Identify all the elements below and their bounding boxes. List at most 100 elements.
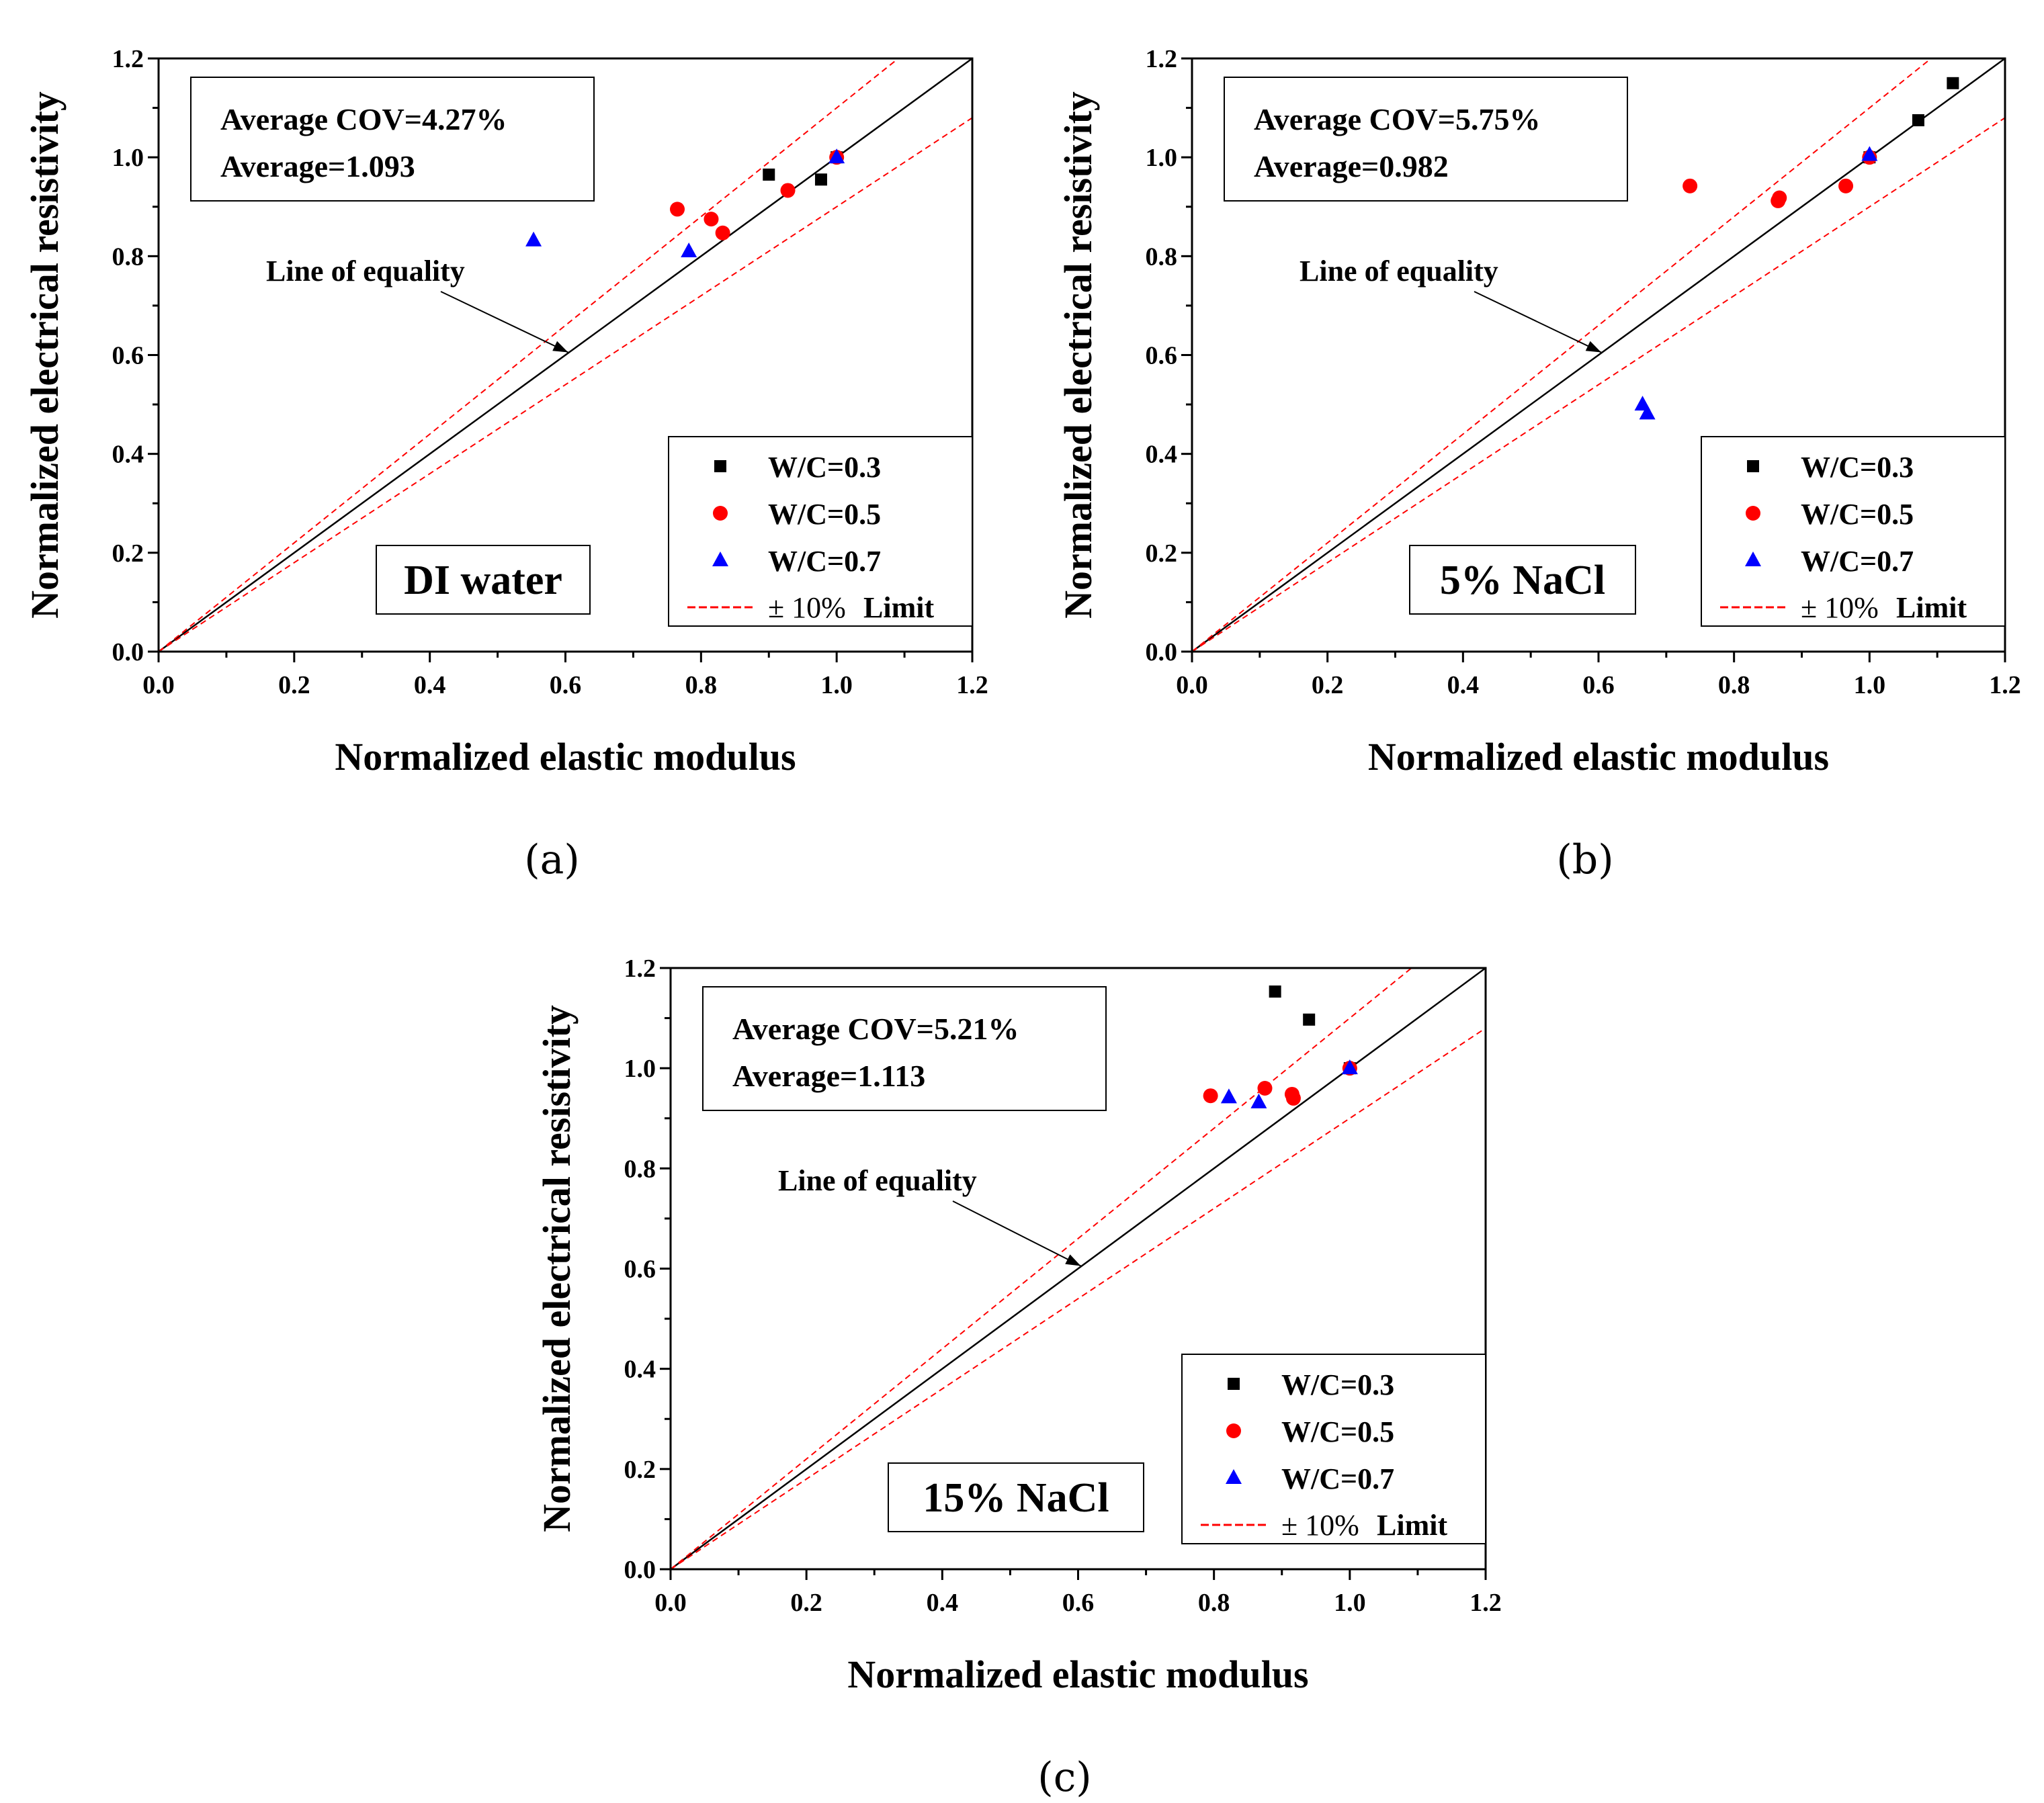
line-of-equality-label: Line of equality	[778, 1164, 977, 1197]
x-tick-label: 0.2	[790, 1589, 822, 1617]
legend-marker-circle	[713, 506, 728, 521]
ticks: 0.0 0.2 0.4 0.6 0.8 1.0 1.2 0.0 0.2 0.4 0.6 0.8 1.0 1…	[1146, 45, 2021, 699]
average-cov-text: Average COV=5.21%	[732, 1012, 1019, 1046]
panel-label: (b)	[1556, 836, 1613, 883]
line-of-equality-label: Line of equality	[266, 255, 465, 288]
x-tick-label: 0.0	[654, 1589, 687, 1617]
legend-limit-prefix: ± 10%	[1801, 591, 1879, 624]
data-point-square	[1303, 1013, 1316, 1026]
y-tick-label: 0.4	[624, 1356, 656, 1384]
y-tick-label: 0.2	[624, 1456, 656, 1484]
data-point-triangle	[828, 148, 845, 164]
annotation-arrow-head	[1585, 341, 1601, 353]
condition-box	[376, 545, 591, 615]
legend-label: W/C=0.3	[768, 451, 881, 484]
y-tick-label: 1.0	[112, 144, 144, 172]
annotation-arrow-line	[1474, 291, 1602, 353]
x-tick-label: 0.0	[142, 671, 175, 699]
y-axis-title: Normalized electrical resistivity	[535, 1005, 579, 1532]
y-tick-label: 0.0	[1146, 638, 1178, 666]
y-tick-label: 0.6	[1146, 342, 1178, 370]
annotation-arrow-line	[440, 291, 568, 353]
condition-box	[1409, 545, 1636, 615]
legend-label: W/C=0.3	[1281, 1368, 1394, 1401]
x-tick-label: 1.2	[1470, 1589, 1502, 1617]
stats-box	[1224, 77, 1628, 202]
data-point-circle	[1683, 178, 1698, 193]
x-tick-label: 0.8	[685, 671, 718, 699]
data-point-square	[1947, 77, 1959, 89]
y-tick-label: 0.6	[112, 342, 144, 370]
x-tick-label: 0.4	[1447, 671, 1480, 699]
y-tick-label: 0.4	[1146, 441, 1178, 469]
legend-label: W/C=0.7	[1801, 545, 1914, 578]
x-tick-label: 1.2	[1989, 671, 2021, 699]
y-tick-label: 1.2	[112, 45, 144, 73]
upper-10pct-limit	[671, 968, 1413, 1569]
y-tick-label: 0.2	[1146, 539, 1178, 568]
legend-label: W/C=0.5	[768, 498, 881, 531]
y-tick-label: 1.0	[1146, 144, 1178, 172]
x-tick-label: 0.4	[414, 671, 446, 699]
x-tick-label: 0.8	[1198, 1589, 1230, 1617]
x-axis-title: Normalized elastic modulus	[335, 735, 796, 779]
upper-10pct-limit	[159, 58, 900, 652]
annotation-arrow-head	[552, 341, 568, 353]
condition-label: 5% NaCl	[1440, 558, 1605, 603]
ticks: 0.0 0.2 0.4 0.6 0.8 1.0 1.2 0.0 0.2 0.4 0.6 0.8 1.0 1…	[624, 955, 1502, 1617]
stats-box	[702, 986, 1107, 1111]
data-point-square	[763, 168, 775, 181]
x-tick-label: 1.0	[1334, 1589, 1366, 1617]
data-point-triangle	[1250, 1093, 1267, 1108]
panel-label: (a)	[524, 836, 580, 883]
data-points	[1634, 77, 1959, 420]
panel-c: 0.0 0.2 0.4 0.6 0.8 1.0 1.2 0.0 0.2 0.4 0.6 0.8 1.0 1…	[535, 955, 1502, 1801]
data-point-square	[1912, 114, 1924, 126]
legend-label: W/C=0.5	[1281, 1415, 1394, 1448]
average-cov-text: Average COV=4.27%	[220, 102, 507, 136]
legend-limit-prefix: ± 10%	[768, 591, 846, 624]
condition-box	[888, 1462, 1144, 1532]
data-points	[1203, 985, 1358, 1108]
y-tick-label: 1.2	[624, 955, 656, 983]
condition-label: DI water	[404, 558, 562, 603]
legend-label: W/C=0.7	[1281, 1462, 1394, 1495]
data-point-triangle	[681, 242, 697, 257]
x-axis-title: Normalized elastic modulus	[847, 1653, 1308, 1696]
lower-10pct-limit	[671, 1027, 1486, 1569]
data-points	[525, 148, 845, 257]
x-tick-label: 1.0	[820, 671, 853, 699]
y-tick-label: 0.8	[1146, 243, 1178, 271]
legend-marker-square	[714, 460, 726, 472]
data-point-circle	[704, 212, 719, 227]
ticks: 0.0 0.2 0.4 0.6 0.8 1.0 1.2 0.0 0.2 0.4 0.6 0.8 1.0 1…	[112, 45, 988, 699]
data-point-circle	[715, 225, 730, 240]
data-point-triangle	[1220, 1088, 1237, 1104]
data-point-square	[1269, 985, 1281, 998]
y-tick-label: 0.0	[112, 638, 144, 666]
legend-limit-suffix: Limit	[863, 591, 934, 624]
annotation-arrow-line	[952, 1200, 1081, 1267]
x-tick-label: 0.4	[927, 1589, 959, 1617]
data-point-circle	[1838, 178, 1854, 193]
legend-label: W/C=0.3	[1801, 451, 1914, 484]
lower-10pct-limit	[1192, 117, 2005, 652]
y-tick-label: 0.8	[624, 1155, 656, 1183]
average-text: Average=0.982	[1254, 149, 1449, 183]
y-tick-label: 1.0	[624, 1055, 656, 1083]
legend-limit-prefix: ± 10%	[1281, 1509, 1359, 1542]
y-tick-label: 0.2	[112, 539, 144, 568]
y-tick-label: 0.0	[624, 1556, 656, 1584]
x-tick-label: 1.0	[1854, 671, 1886, 699]
y-axis-title: Normalized electrical resistivity	[1056, 91, 1100, 619]
data-point-triangle	[525, 231, 542, 247]
y-axis-title: Normalized electrical resistivity	[23, 91, 67, 619]
legend-marker-square	[1228, 1378, 1240, 1390]
legend-label: W/C=0.5	[1801, 498, 1914, 531]
legend-limit-suffix: Limit	[1896, 591, 1967, 624]
data-point-circle	[1772, 190, 1787, 206]
panel-b: 0.0 0.2 0.4 0.6 0.8 1.0 1.2 0.0 0.2 0.4 0.6 0.8 1.0 1…	[1056, 45, 2021, 883]
annotation-arrow-head	[1065, 1254, 1081, 1266]
panel-a: 0.0 0.2 0.4 0.6 0.8 1.0 1.2 0.0 0.2 0.4 0.6 0.8 1.0 1…	[23, 45, 988, 883]
